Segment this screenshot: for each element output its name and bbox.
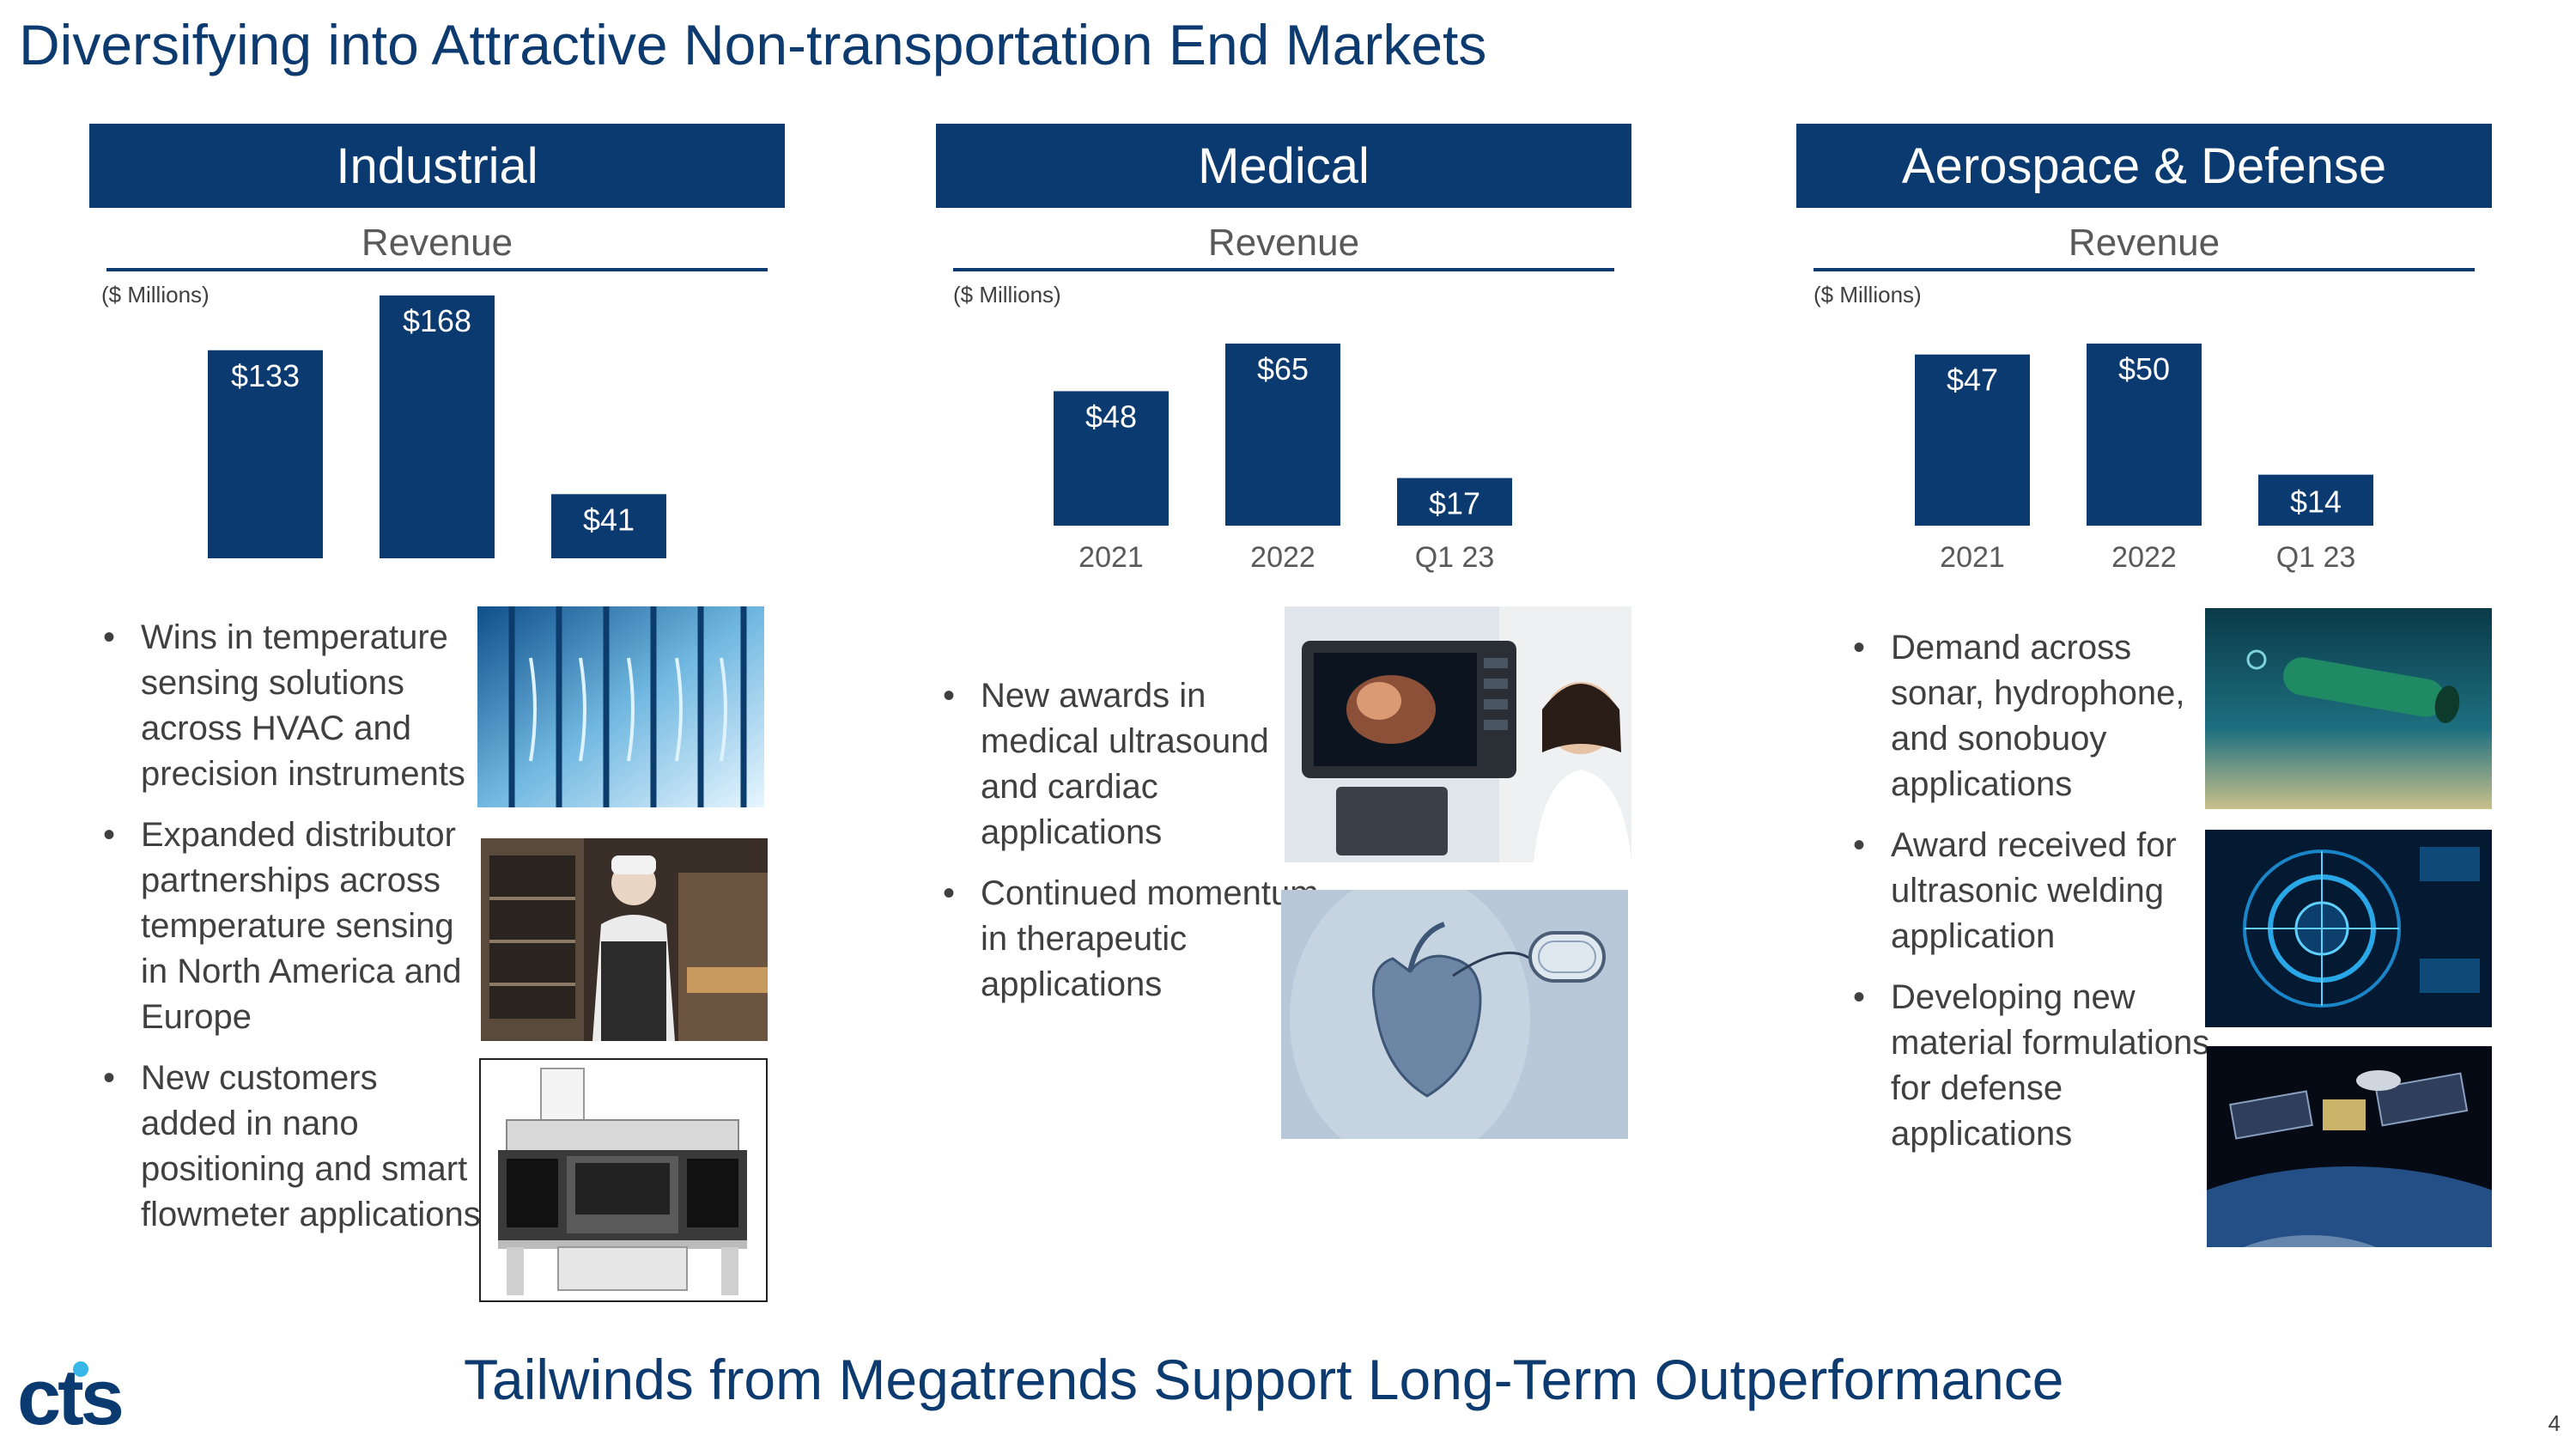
panel-heading-aerospace-defense: Aerospace & Defense xyxy=(1796,124,2492,208)
bullet-item: New customers added in nano positioning … xyxy=(103,1056,481,1238)
revenue-label-industrial: Revenue xyxy=(361,222,513,264)
bullet-item: Expanded distributor partnerships across… xyxy=(103,813,481,1040)
chart-bar xyxy=(1915,354,2030,526)
cts-logo: cts xyxy=(15,1354,153,1441)
chart-data-label: $133 xyxy=(231,358,300,393)
dispensing-machine-photo xyxy=(479,1058,768,1302)
chart-bar xyxy=(1397,478,1512,526)
bullet-item: Demand across sonar, hydrophone, and son… xyxy=(1853,625,2231,807)
bullet-item: Developing new material formulations for… xyxy=(1853,975,2231,1157)
revenue-underline-industrial xyxy=(106,268,768,271)
unit-label-aerospace-defense: ($ Millions) xyxy=(1814,282,1922,307)
bullet-item: Award received for ultrasonic welding ap… xyxy=(1853,823,2231,959)
freezer-doors-photo xyxy=(477,606,764,807)
chart-bar xyxy=(1054,391,1169,526)
chart-category-label: Q1 23 xyxy=(1415,541,1495,574)
unit-label-medical: ($ Millions) xyxy=(953,282,1061,307)
bullet-item: Wins in temperature sensing solutions ac… xyxy=(103,615,481,797)
satellite-photo xyxy=(2207,1046,2492,1247)
chart-data-label: $168 xyxy=(403,303,471,338)
svg-text:cts: cts xyxy=(17,1359,122,1436)
bullet-item: Continued momentum in therapeutic applic… xyxy=(943,871,1321,1008)
chart-bar xyxy=(2087,344,2202,526)
chart-category-label: 2022 xyxy=(2111,541,2177,574)
chart-data-label: $14 xyxy=(2290,484,2342,519)
revenue-chart-industrial: $133 $168 $41 xyxy=(208,295,666,558)
revenue-underline-medical xyxy=(953,268,1614,271)
chart-category-label: Q1 23 xyxy=(2276,541,2356,574)
bullet-list-industrial: Wins in temperature sensing solutions ac… xyxy=(103,615,481,1253)
bullet-list-aerospace-defense: Demand across sonar, hydrophone, and son… xyxy=(1853,625,2231,1172)
heart-pacemaker-illustration xyxy=(1281,890,1628,1139)
revenue-label-aerospace-defense: Revenue xyxy=(2068,222,2221,264)
unit-label-industrial: ($ Millions) xyxy=(101,282,210,307)
chart-bar xyxy=(208,350,323,558)
underwater-drone-photo xyxy=(2205,608,2492,809)
ultrasound-exam-photo xyxy=(1285,606,1631,862)
chart-category-label: 2022 xyxy=(1250,541,1315,574)
chart-data-label: $17 xyxy=(1429,485,1480,521)
panel-heading-medical: Medical xyxy=(936,124,1631,208)
chart-bar xyxy=(380,295,495,558)
revenue-underline-aerospace-defense xyxy=(1814,268,2475,271)
chart-data-label: $47 xyxy=(1947,362,1998,398)
panel-heading-industrial: Industrial xyxy=(89,124,785,208)
chart-category-label: 2021 xyxy=(1940,541,2005,574)
sonar-display-photo xyxy=(2205,830,2492,1027)
chart-data-label: $41 xyxy=(583,502,635,537)
chart-bar xyxy=(551,494,666,558)
chart-bar xyxy=(1225,344,1340,526)
page-title: Diversifying into Attractive Non-transpo… xyxy=(19,13,1487,76)
chart-category-label: 2021 xyxy=(1078,541,1144,574)
chart-data-label: $50 xyxy=(2118,351,2170,387)
revenue-chart-aerospace-defense: $47 2021 $50 2022 $14 Q1 23 xyxy=(1915,344,2373,574)
bullet-list-medical: New awards in medical ultrasound and car… xyxy=(943,673,1321,1023)
page-number: 4 xyxy=(2548,1410,2561,1436)
footer-tagline: Tailwinds from Megatrends Support Long-T… xyxy=(464,1348,2064,1411)
revenue-label-medical: Revenue xyxy=(1207,222,1360,264)
bullet-item: New awards in medical ultrasound and car… xyxy=(943,673,1321,855)
bakery-worker-photo xyxy=(481,838,768,1041)
chart-data-label: $48 xyxy=(1085,399,1137,434)
revenue-chart-medical: $48 2021 $65 2022 $17 Q1 23 xyxy=(1054,344,1512,574)
chart-data-label: $65 xyxy=(1257,351,1309,387)
chart-bar xyxy=(2258,474,2373,526)
